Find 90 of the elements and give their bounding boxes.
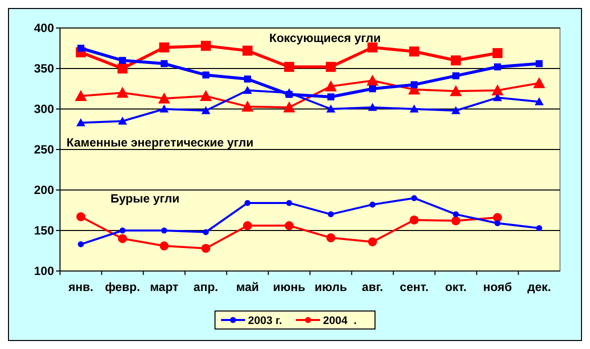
point <box>536 60 543 68</box>
point <box>76 118 86 126</box>
point <box>327 93 334 100</box>
point <box>202 71 210 78</box>
x-tick-label: дек. <box>527 280 551 294</box>
point <box>370 202 376 208</box>
y-tick-label: 250 <box>34 142 54 157</box>
point <box>77 44 84 52</box>
point <box>118 64 128 74</box>
point <box>244 76 251 83</box>
point <box>202 229 209 236</box>
point <box>410 215 419 224</box>
x-tick-label: авг. <box>362 280 384 294</box>
annotation: Бурые угли <box>110 191 180 206</box>
point <box>119 56 126 64</box>
point <box>494 220 500 226</box>
point <box>450 85 462 96</box>
x-tick-label: сент. <box>400 280 429 294</box>
legend-label: 2003 г. <box>248 314 282 327</box>
point <box>452 72 460 80</box>
point <box>328 211 334 218</box>
point <box>158 92 170 104</box>
point <box>493 93 502 102</box>
point <box>78 241 84 248</box>
point <box>410 104 419 112</box>
y-tick-label: 300 <box>34 102 54 116</box>
x-tick-label: апр. <box>194 280 218 294</box>
point <box>452 211 459 218</box>
x-tick-label: февр. <box>104 280 140 294</box>
point <box>492 84 504 96</box>
point <box>326 62 336 72</box>
point <box>242 46 252 56</box>
point <box>116 86 128 98</box>
point <box>451 216 460 226</box>
point <box>161 228 168 234</box>
point <box>366 74 378 86</box>
y-tick-label: 150 <box>34 224 54 238</box>
point <box>409 46 420 56</box>
point <box>118 234 127 244</box>
point <box>451 106 460 114</box>
legend-label: 2004 . <box>323 314 357 327</box>
point <box>368 102 377 111</box>
point <box>200 40 211 51</box>
point <box>286 200 292 206</box>
point <box>201 106 210 114</box>
point <box>76 212 86 222</box>
point <box>200 90 212 102</box>
point <box>120 228 126 234</box>
x-tick-label: июнь <box>273 280 306 294</box>
point <box>493 213 502 222</box>
point <box>368 237 377 246</box>
point <box>283 101 296 112</box>
y-tick-label: 400 <box>34 21 54 36</box>
point <box>244 200 250 206</box>
point <box>286 90 293 98</box>
x-tick-label: июль <box>314 280 347 294</box>
point <box>410 81 418 88</box>
x-tick-label: янв. <box>68 280 94 294</box>
annotation: Каменные энергетические угли <box>66 135 254 150</box>
point <box>536 225 542 232</box>
x-tick-label: нояб <box>483 280 512 294</box>
point <box>326 104 336 112</box>
point <box>533 77 546 88</box>
point <box>242 100 254 112</box>
point <box>326 233 336 242</box>
point <box>118 116 127 125</box>
point <box>411 195 418 202</box>
point <box>159 42 170 52</box>
x-tick-label: март <box>150 280 179 294</box>
point <box>243 86 252 94</box>
point <box>534 97 544 106</box>
point <box>160 104 169 112</box>
x-tick-label: окт. <box>445 280 467 294</box>
y-tick-label: 100 <box>34 264 54 278</box>
point <box>324 80 337 92</box>
point <box>494 63 501 70</box>
point <box>243 221 252 230</box>
annotation: Коксующиеся угли <box>269 30 381 45</box>
point <box>284 221 294 230</box>
point <box>160 60 168 68</box>
point <box>160 241 169 250</box>
x-tick-label: май <box>236 280 259 294</box>
point <box>369 85 376 92</box>
point <box>450 55 461 66</box>
point <box>284 62 294 72</box>
point <box>201 244 210 253</box>
point <box>492 48 502 58</box>
point <box>74 90 87 102</box>
y-tick-label: 200 <box>34 183 54 198</box>
y-tick-label: 350 <box>34 62 54 76</box>
